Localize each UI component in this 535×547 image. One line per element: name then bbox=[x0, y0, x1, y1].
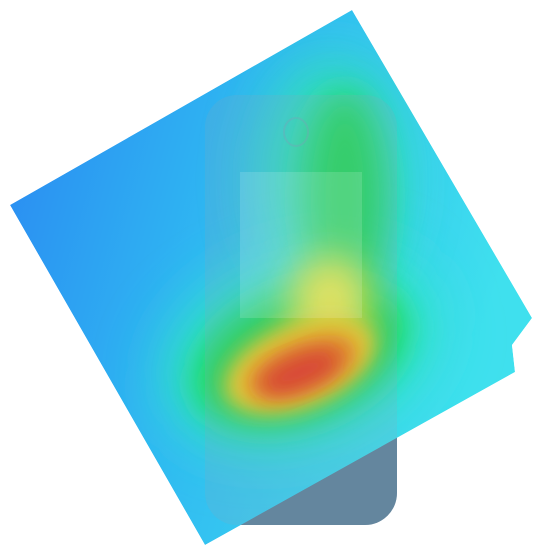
heat-red-zone bbox=[260, 350, 340, 394]
phone-overlay bbox=[205, 95, 397, 525]
phone-earpiece bbox=[283, 117, 309, 147]
phone-screen bbox=[240, 172, 362, 318]
heat-green-zone bbox=[305, 90, 385, 310]
heat-plate bbox=[10, 10, 532, 545]
